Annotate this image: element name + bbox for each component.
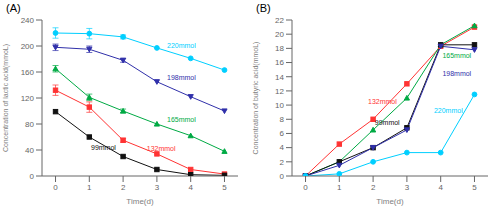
svg-text:0: 0 bbox=[303, 183, 308, 192]
svg-text:3: 3 bbox=[155, 183, 160, 192]
svg-text:0: 0 bbox=[30, 172, 35, 181]
svg-text:16: 16 bbox=[275, 58, 284, 67]
svg-text:12: 12 bbox=[275, 87, 284, 96]
svg-text:198mmol: 198mmol bbox=[167, 74, 196, 81]
svg-text:0: 0 bbox=[280, 172, 285, 181]
svg-text:2: 2 bbox=[280, 158, 285, 167]
svg-text:220mmol: 220mmol bbox=[434, 107, 463, 114]
svg-text:220mmol: 220mmol bbox=[167, 42, 196, 49]
svg-text:Concentration of lactic acid(m: Concentration of lactic acid(mmoL) bbox=[8, 44, 10, 152]
svg-text:165mmol: 165mmol bbox=[442, 52, 471, 59]
svg-text:8: 8 bbox=[280, 115, 285, 124]
svg-text:132mmol: 132mmol bbox=[368, 98, 397, 105]
svg-text:22: 22 bbox=[275, 16, 284, 25]
svg-text:14: 14 bbox=[275, 73, 284, 82]
svg-text:10: 10 bbox=[275, 101, 284, 110]
svg-text:4: 4 bbox=[438, 183, 443, 192]
svg-text:4: 4 bbox=[188, 183, 193, 192]
svg-text:2: 2 bbox=[121, 183, 126, 192]
svg-text:18: 18 bbox=[275, 44, 284, 53]
svg-text:240: 240 bbox=[21, 16, 35, 25]
svg-text:Time(d): Time(d) bbox=[376, 197, 404, 206]
svg-text:99mmol: 99mmol bbox=[375, 119, 400, 126]
svg-text:3: 3 bbox=[405, 183, 410, 192]
svg-text:2: 2 bbox=[371, 183, 376, 192]
svg-text:198mmol: 198mmol bbox=[442, 70, 471, 77]
svg-text:5: 5 bbox=[222, 183, 227, 192]
svg-text:165mmol: 165mmol bbox=[167, 116, 196, 123]
svg-text:160: 160 bbox=[21, 68, 35, 77]
svg-text:120: 120 bbox=[21, 94, 35, 103]
svg-text:200: 200 bbox=[21, 42, 35, 51]
html-text:(B): (B) bbox=[256, 2, 271, 14]
svg-text:99mmol: 99mmol bbox=[91, 144, 116, 151]
svg-text:40: 40 bbox=[25, 146, 34, 155]
svg-text:5: 5 bbox=[472, 183, 477, 192]
svg-text:80: 80 bbox=[25, 120, 34, 129]
svg-text:1: 1 bbox=[337, 183, 342, 192]
html-text:(A): (A) bbox=[6, 2, 21, 14]
svg-text:132mmol: 132mmol bbox=[147, 145, 176, 152]
svg-text:Time(d): Time(d) bbox=[126, 197, 154, 206]
svg-text:4: 4 bbox=[280, 143, 285, 152]
svg-text:Concentration of butyric acid(: Concentration of butyric acid(mmoL) bbox=[252, 42, 260, 155]
svg-text:20: 20 bbox=[275, 30, 284, 39]
svg-text:6: 6 bbox=[280, 129, 285, 138]
svg-text:1: 1 bbox=[87, 183, 92, 192]
svg-text:0: 0 bbox=[53, 183, 58, 192]
